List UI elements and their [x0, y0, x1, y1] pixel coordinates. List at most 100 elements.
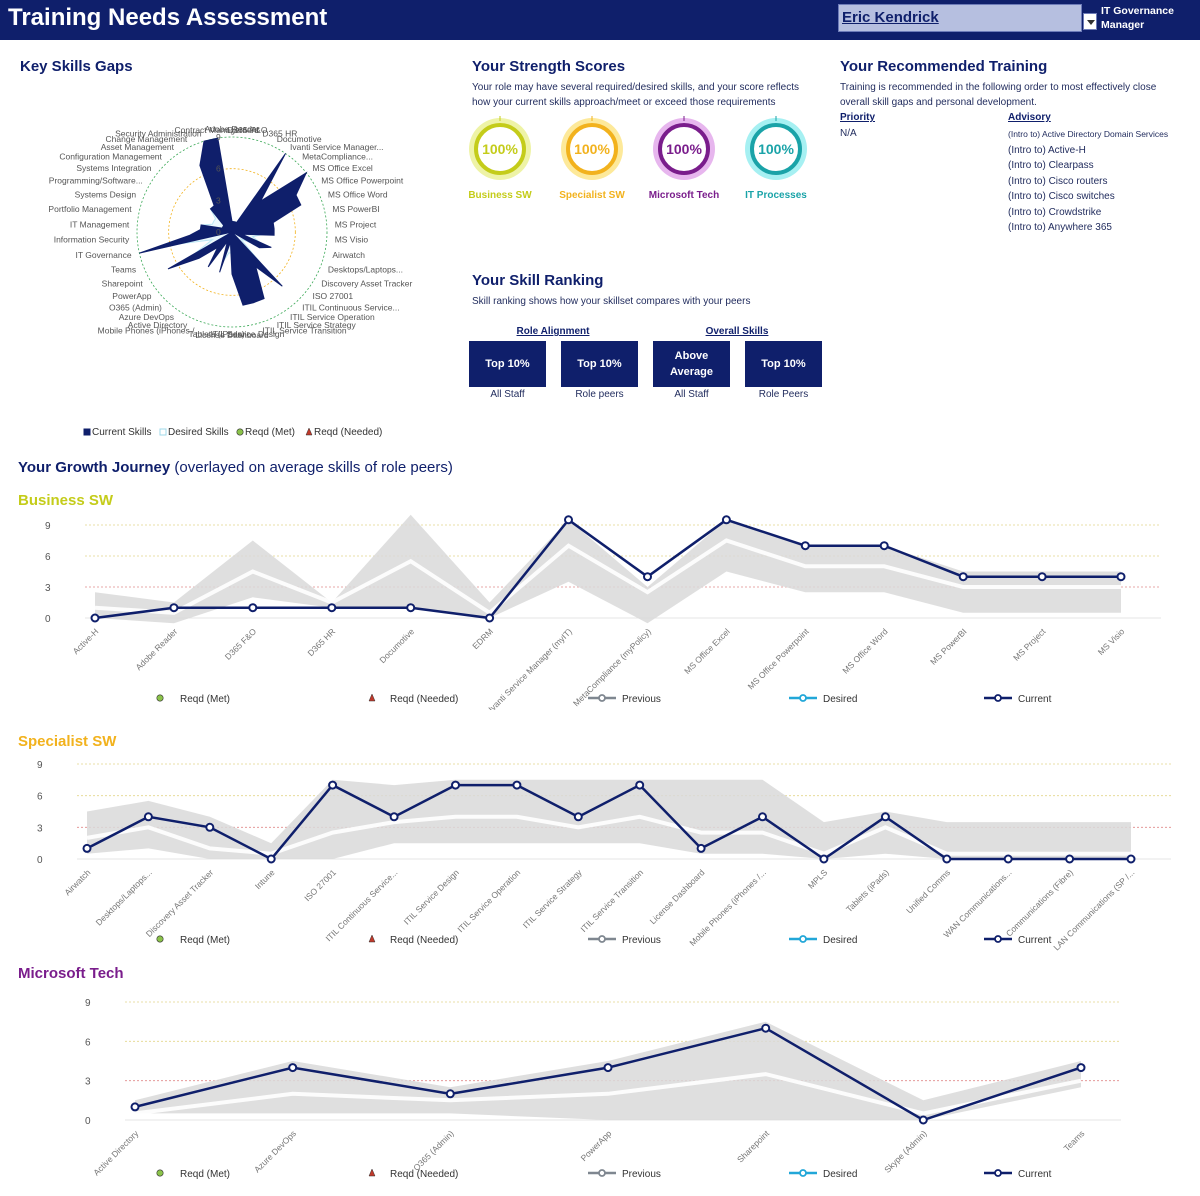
x-category-label: Azure DevOps [252, 1128, 298, 1174]
y-tick-label: 6 [45, 552, 51, 563]
strength-gauges: 100% Business SW 100% Specialist SW 100% Micr… [468, 116, 807, 201]
legend-label: Reqd (Needed) [390, 935, 458, 946]
radar-category-label: Portfolio Management [48, 204, 132, 214]
legend-swatch [598, 935, 606, 943]
legend-swatch [598, 1169, 606, 1177]
rank-box-role-all-staff: Top 10% [469, 341, 546, 387]
training-description: Training is recommended in the following… [840, 80, 1156, 110]
advisory-item[interactable]: (Intro to) Active-H [1008, 144, 1086, 156]
radar-category-label: ITIL Service Design [210, 329, 284, 339]
gauge-ring [474, 123, 526, 175]
x-category-label: WAN Communications... [941, 867, 1013, 939]
legend-swatch [159, 428, 167, 436]
rank-box-overall-all-staff: Above Average [653, 341, 730, 387]
current-point [205, 822, 215, 832]
advisory-item[interactable]: (Intro to) Cisco routers [1008, 175, 1108, 187]
legend-swatch [994, 694, 1002, 702]
x-category-label: Adobe Reader [133, 626, 179, 672]
radar-ring-9 [136, 136, 328, 328]
strength-desc-line1: Your role may have several required/desi… [472, 82, 800, 93]
user-name-field[interactable]: Eric Kendrick [838, 4, 1082, 32]
x-category-label: MS Project [1011, 626, 1048, 663]
radar-category-label: Documotive [277, 134, 322, 144]
radar-category-label: Airwatch [332, 250, 365, 260]
advisory-item[interactable]: (Intro to) Anywhere 365 [1008, 222, 1112, 233]
radar-category-label: Discovery Asset Tracker [321, 279, 412, 289]
advisory-item[interactable]: (Intro to) Clearpass [1008, 160, 1094, 171]
gauge-label: IT Processes [745, 190, 807, 201]
rank-sub: All Staff [490, 389, 525, 400]
radar-category-label: Active Directory [128, 320, 188, 330]
legend-label: Current [1018, 935, 1052, 946]
advisory-item[interactable]: (Intro to) Crowdstrike [1008, 206, 1102, 218]
advisory-list: (Intro to) Active Directory Domain Servi… [1008, 127, 1198, 236]
radar-category-label: IT Management [70, 219, 130, 229]
user-selector[interactable]: Eric Kendrick [838, 4, 1098, 32]
current-point [328, 780, 338, 790]
current-point [603, 1063, 613, 1073]
legend-swatch [368, 1168, 376, 1177]
y-tick-label: 3 [85, 1077, 91, 1088]
radar-category-label: MS Office Word [328, 189, 388, 199]
x-category-label: MS PowerBI [928, 626, 968, 666]
gauge-label: Business SW [468, 190, 532, 201]
current-point [721, 515, 731, 525]
desired-line [94, 538, 1121, 616]
x-category-label: D365 HR [305, 626, 337, 658]
radar-category-label: ITIL Service Transition [262, 325, 347, 335]
x-category-label: MS Office Word [840, 626, 889, 675]
gauge-ring [658, 123, 710, 175]
advisory-item[interactable]: (Intro to) Cisco switches [1008, 191, 1115, 202]
radar-category-label: ITIL Continuous Service... [302, 303, 399, 313]
current-point [1037, 572, 1047, 582]
current-point [635, 780, 645, 790]
gauge-value: 100% [758, 141, 794, 157]
current-point [942, 854, 952, 864]
legend-swatch [156, 935, 164, 943]
x-category-label: ITIL Service Design [402, 867, 461, 926]
gauge-value: 100% [666, 141, 702, 157]
rank-value: Top 10% [485, 358, 530, 370]
x-category-label: License Dashboard [648, 867, 707, 926]
current-point [1003, 854, 1013, 864]
x-category-label: MS Visio [1096, 626, 1127, 657]
chevron-down-icon[interactable] [1083, 13, 1097, 30]
rank-value: Top 10% [761, 358, 806, 370]
radar-category-label: Security Administration [115, 129, 202, 139]
x-category-label: Sharepoint [735, 1128, 772, 1165]
legend-swatch [799, 1169, 807, 1177]
current-point [169, 603, 179, 613]
radar-category-label: Systems Design [75, 189, 137, 199]
advisory-item[interactable]: (Intro to) Active Directory Domain Servi… [1008, 129, 1169, 139]
x-category-label: O365 (Admin) [411, 1128, 456, 1173]
x-category-label: MPLS [806, 867, 830, 891]
current-point [512, 780, 522, 790]
x-category-label: MS Office Excel [682, 626, 732, 676]
strength-description: Your role may have several required/desi… [472, 80, 799, 110]
ranking-title: Your Skill Ranking [472, 272, 604, 289]
y-tick-label: 6 [37, 792, 43, 803]
current-point [761, 1023, 771, 1033]
rank-group-overall-skills: Overall Skills [705, 326, 769, 337]
radar-category-label: ITIL Service Strategy [277, 320, 357, 330]
radar-category-label: ITIL Service Operation [290, 312, 375, 322]
current-point [406, 603, 416, 613]
current-point [445, 1089, 455, 1099]
x-category-label: Documotive [377, 626, 416, 665]
legend-swatch [994, 1169, 1002, 1177]
training-desc-line2: overall skill gaps and personal developm… [840, 97, 1037, 108]
ranking-description: Skill ranking shows how your skillset co… [472, 296, 751, 307]
current-point [130, 1102, 140, 1112]
radar-tick-label: 9 [216, 132, 221, 142]
radar-tick-label: 3 [216, 195, 221, 205]
gauge-value: 100% [574, 141, 610, 157]
current-point [643, 572, 652, 582]
y-tick-label: 9 [85, 998, 91, 1009]
legend-swatch [799, 935, 807, 943]
current-line [94, 518, 1121, 620]
radar-category-label: O365 (Admin) [109, 303, 162, 313]
x-category-label: Airwatch [62, 867, 92, 897]
current-point [1076, 1063, 1086, 1073]
legend-label: Reqd (Needed) [390, 694, 458, 705]
